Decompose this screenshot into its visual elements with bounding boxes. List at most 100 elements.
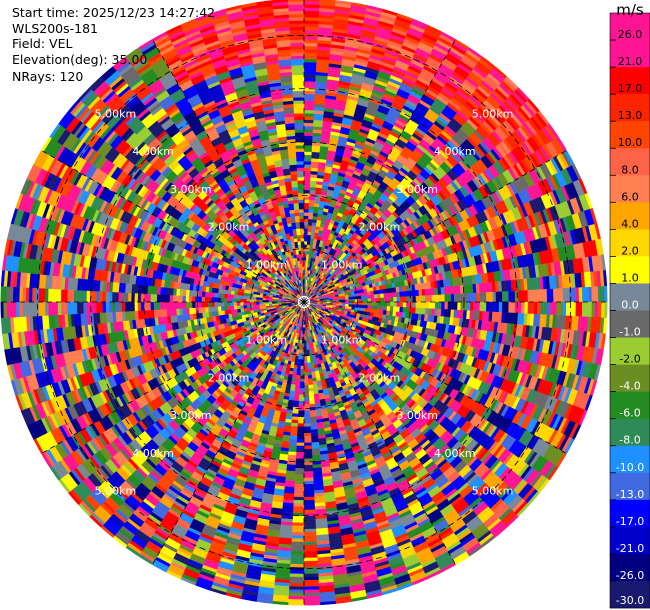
gate-cell xyxy=(380,293,385,299)
gate-cell xyxy=(470,301,474,312)
gate-cell xyxy=(351,299,356,303)
gate-cell xyxy=(389,306,394,312)
gate-cell xyxy=(303,7,320,12)
gate-cell xyxy=(374,301,378,307)
gate-cell xyxy=(425,295,429,303)
gate-cell xyxy=(511,301,516,314)
gate-cell xyxy=(303,215,309,220)
gate-cell xyxy=(498,301,503,313)
gate-cell xyxy=(370,305,375,310)
gate-cell xyxy=(303,177,311,181)
gate-cell xyxy=(303,39,318,44)
gate-cell xyxy=(303,247,308,252)
gate-cell xyxy=(303,173,311,178)
gate-cell xyxy=(303,228,309,232)
gate-cell xyxy=(386,306,391,312)
gate-cell xyxy=(303,244,308,248)
gate-cell xyxy=(392,306,397,312)
gate-cell xyxy=(303,36,319,41)
gate-cell xyxy=(511,290,516,303)
gate-cell xyxy=(303,186,311,191)
gate-cell xyxy=(303,132,314,136)
gate-cell xyxy=(380,297,385,303)
gate-cell xyxy=(393,296,397,303)
gate-cell xyxy=(308,212,314,217)
gate-cell xyxy=(409,301,413,308)
gate-cell xyxy=(591,286,596,303)
gate-cell xyxy=(524,290,529,303)
gate-cell xyxy=(425,301,429,309)
gate-cell xyxy=(393,301,397,308)
gate-cell xyxy=(303,23,319,28)
gate-cell xyxy=(562,301,567,316)
gate-cell xyxy=(591,301,596,318)
gate-cell xyxy=(357,295,362,300)
gate-cell xyxy=(575,287,580,303)
gate-cell xyxy=(390,297,394,303)
gate-cell xyxy=(303,49,318,53)
gate-cell xyxy=(431,294,436,303)
gate-cell xyxy=(479,301,484,312)
gate-cell xyxy=(303,4,320,9)
gate-cell xyxy=(505,291,509,303)
gate-cell xyxy=(351,296,356,300)
gate-cell xyxy=(361,298,365,303)
gate-cell xyxy=(399,291,404,298)
gate-cell xyxy=(470,292,474,303)
gate-cell xyxy=(386,297,391,303)
gate-cell xyxy=(428,301,433,309)
gate-cell xyxy=(473,301,477,312)
gate-cell xyxy=(351,293,356,298)
gate-cell xyxy=(405,307,410,314)
gate-cell xyxy=(308,205,315,210)
gate-cell xyxy=(396,291,401,298)
gate-cell xyxy=(578,287,583,303)
gate-cell xyxy=(434,301,439,310)
gate-cell xyxy=(303,84,316,89)
gate-cell xyxy=(303,10,320,15)
gate-cell xyxy=(367,308,371,313)
gate-cell xyxy=(390,301,394,307)
gate-cell xyxy=(303,151,313,156)
gate-cell xyxy=(489,291,493,303)
gate-cell xyxy=(370,298,375,303)
gate-cell xyxy=(392,292,397,298)
gate-cell xyxy=(303,180,311,184)
gate-cell xyxy=(559,288,564,303)
gate-cell xyxy=(345,299,349,303)
gate-cell xyxy=(553,301,557,316)
gate-cell xyxy=(370,294,375,299)
gate-cell xyxy=(441,294,445,303)
gate-cell xyxy=(402,296,407,303)
gate-cell xyxy=(342,297,346,301)
gate-cell xyxy=(303,68,317,73)
gate-cell xyxy=(354,296,359,300)
gate-cell xyxy=(303,209,310,213)
gate-cell xyxy=(530,289,535,303)
gate-cell xyxy=(460,293,465,303)
gate-cell xyxy=(415,301,420,309)
gate-cell xyxy=(303,202,310,207)
gate-cell xyxy=(357,304,362,309)
gate-cell xyxy=(572,287,577,303)
gate-cell xyxy=(402,307,407,313)
gate-cell xyxy=(303,161,312,165)
gate-cell xyxy=(363,291,368,296)
gate-cell xyxy=(345,301,349,305)
gate-cell xyxy=(306,247,310,252)
gate-cell xyxy=(422,301,426,309)
gate-cell xyxy=(303,164,312,168)
gate-cell xyxy=(308,218,313,223)
gate-cell xyxy=(383,306,388,311)
gate-cell xyxy=(307,237,311,242)
gate-cell xyxy=(303,26,319,31)
gate-cell xyxy=(527,301,532,315)
gate-cell xyxy=(351,301,356,305)
gate-cell xyxy=(562,288,567,303)
gate-cell xyxy=(514,290,519,303)
gate-cell xyxy=(310,235,315,239)
gate-cell xyxy=(556,288,561,303)
gate-cell xyxy=(444,301,449,310)
gate-cell xyxy=(389,292,394,298)
